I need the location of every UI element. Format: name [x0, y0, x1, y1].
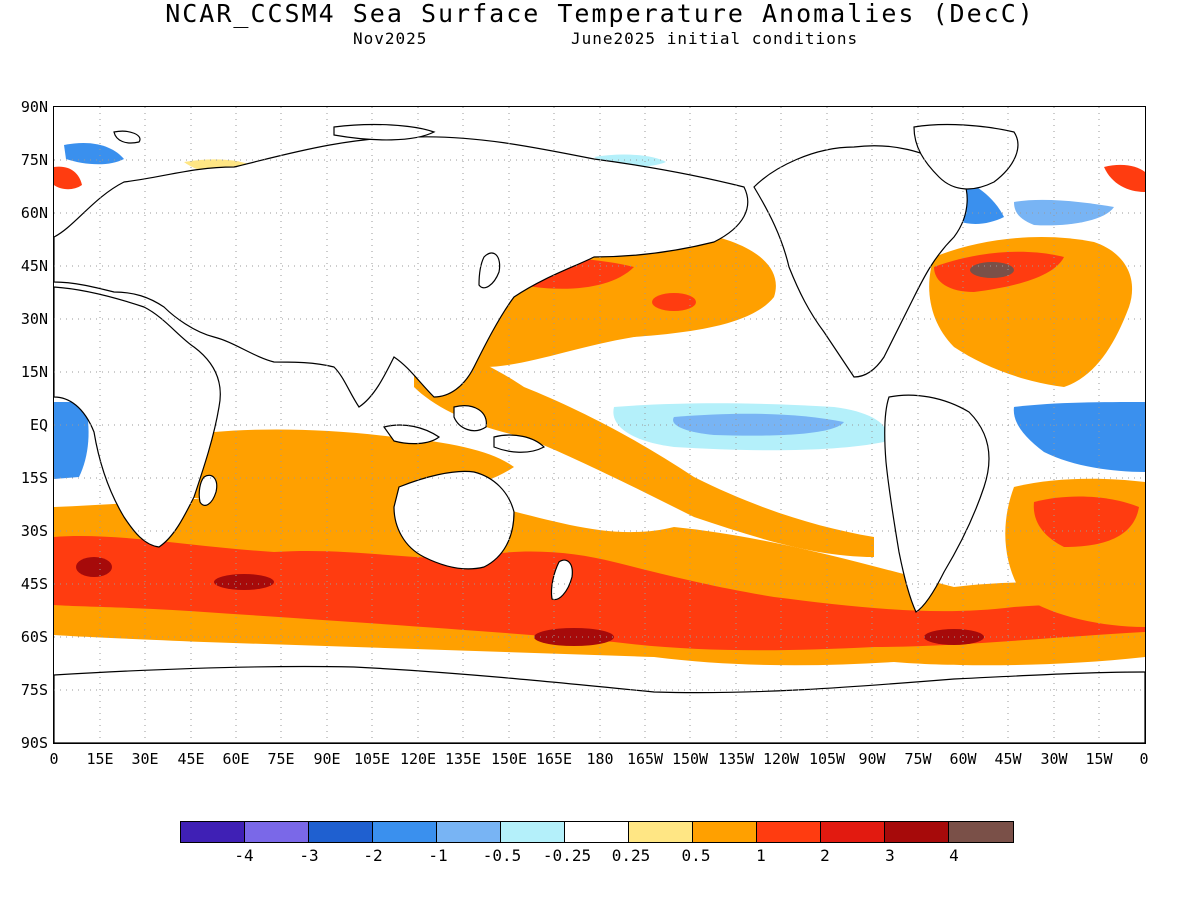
- anomaly-region: [214, 574, 274, 590]
- lat-label: 60S: [20, 628, 48, 646]
- lon-label: 60W: [949, 750, 977, 768]
- lon-label: 30W: [1040, 750, 1068, 768]
- anomaly-region: [1013, 402, 1145, 472]
- colorbar-swatch: [693, 822, 757, 842]
- lat-label: 30N: [20, 310, 48, 328]
- colorbar-swatch: [373, 822, 437, 842]
- lat-label: 45S: [20, 575, 48, 593]
- landmass-eurasia: [54, 136, 749, 408]
- colorbar-swatch: [949, 822, 1013, 842]
- colorbar: [180, 821, 1014, 843]
- initial-conditions: June2025 initial conditions: [571, 29, 859, 48]
- lon-label: 165W: [626, 750, 664, 768]
- lon-label: 165E: [535, 750, 573, 768]
- colorbar-label: -2: [363, 846, 383, 865]
- anomaly-region: [64, 142, 124, 165]
- anomaly-region: [1014, 199, 1114, 226]
- lon-label: 75E: [267, 750, 295, 768]
- anomaly-region: [1104, 164, 1145, 192]
- lon-label: 75W: [904, 750, 932, 768]
- anomaly-region: [970, 262, 1014, 278]
- anomaly-region: [1033, 496, 1139, 547]
- landmass-africa: [54, 286, 221, 548]
- colorbar-label: -0.5: [482, 846, 522, 865]
- anomaly-region: [673, 413, 844, 436]
- colorbar-swatch: [309, 822, 373, 842]
- landmass-greenland: [913, 123, 1019, 190]
- sst-anomaly-map: [54, 107, 1145, 743]
- lon-label: 105W: [808, 750, 846, 768]
- lon-label: 90W: [858, 750, 886, 768]
- colorbar-label: 4: [949, 846, 959, 865]
- colorbar-label: 0.25: [611, 846, 651, 865]
- colorbar-swatch: [437, 822, 501, 842]
- anomaly-region: [76, 557, 112, 577]
- lon-label: 135W: [717, 750, 755, 768]
- lon-label: 150W: [671, 750, 709, 768]
- graticule: [54, 107, 1145, 743]
- landmass-borneo: [453, 405, 487, 432]
- lon-label: 15W: [1085, 750, 1113, 768]
- landmass-arctic-islands: [333, 123, 436, 141]
- chart-title: NCAR_CCSM4 Sea Surface Temperature Anoma…: [165, 0, 1035, 28]
- colorbar-label: -4: [234, 846, 254, 865]
- colorbar-swatch: [181, 822, 245, 842]
- colorbar-swatch: [245, 822, 309, 842]
- landmass-madagascar: [198, 474, 218, 506]
- landmass-north-america: [753, 145, 968, 378]
- colorbar-swatch: [757, 822, 821, 842]
- anomaly-region: [652, 293, 696, 311]
- map-canvas: [54, 107, 1145, 743]
- lat-label: 90N: [20, 98, 48, 116]
- lon-label: 0: [1139, 750, 1149, 768]
- lat-label: 90S: [20, 734, 48, 752]
- anomaly-region: [54, 402, 89, 479]
- lon-label: 15E: [86, 750, 114, 768]
- colorbar-label: 2: [820, 846, 830, 865]
- landmass-japan: [478, 252, 501, 289]
- anomaly-region: [586, 263, 622, 281]
- colorbar-swatch: [629, 822, 693, 842]
- lon-label: 0: [49, 750, 59, 768]
- anomaly-region: [414, 337, 874, 557]
- landmass-australia: [393, 470, 515, 570]
- colorbar-swatch: [885, 822, 949, 842]
- landmass-new-guinea: [493, 434, 545, 453]
- lon-label: 120E: [399, 750, 437, 768]
- coastline-layer: [54, 123, 1145, 743]
- colorbar-label: 1: [756, 846, 766, 865]
- colorbar-swatch: [565, 822, 629, 842]
- lon-label: 45E: [177, 750, 205, 768]
- lat-label: 45N: [20, 257, 48, 275]
- landmass-antarctica: [54, 665, 1145, 743]
- lat-label: 75S: [20, 681, 48, 699]
- lon-label: 135E: [444, 750, 482, 768]
- colorbar-swatch: [501, 822, 565, 842]
- lat-label: 75N: [20, 151, 48, 169]
- colorbar-label: -0.25: [542, 846, 592, 865]
- lat-label: 15N: [20, 363, 48, 381]
- lon-label: 120W: [762, 750, 800, 768]
- lat-label: EQ: [29, 416, 48, 434]
- landmass-svalbard: [113, 130, 141, 144]
- lon-label: 60E: [222, 750, 250, 768]
- colorbar-label: 3: [885, 846, 895, 865]
- landmass-new-zealand: [550, 559, 573, 601]
- lat-label: 60N: [20, 204, 48, 222]
- lat-label: 30S: [20, 522, 48, 540]
- lat-label: 15S: [20, 469, 48, 487]
- colorbar-label: 0.5: [681, 846, 711, 865]
- colorbar-label: -3: [299, 846, 319, 865]
- anomaly-region: [54, 166, 82, 190]
- lon-label: 45W: [994, 750, 1022, 768]
- lon-label: 105E: [353, 750, 391, 768]
- lon-label: 90E: [313, 750, 341, 768]
- lon-label: 30E: [131, 750, 159, 768]
- colorbar-swatch: [821, 822, 885, 842]
- lon-label: 180: [586, 750, 614, 768]
- colorbar-label: -1: [428, 846, 448, 865]
- forecast-month: Nov2025: [353, 29, 428, 48]
- lon-label: 150E: [490, 750, 528, 768]
